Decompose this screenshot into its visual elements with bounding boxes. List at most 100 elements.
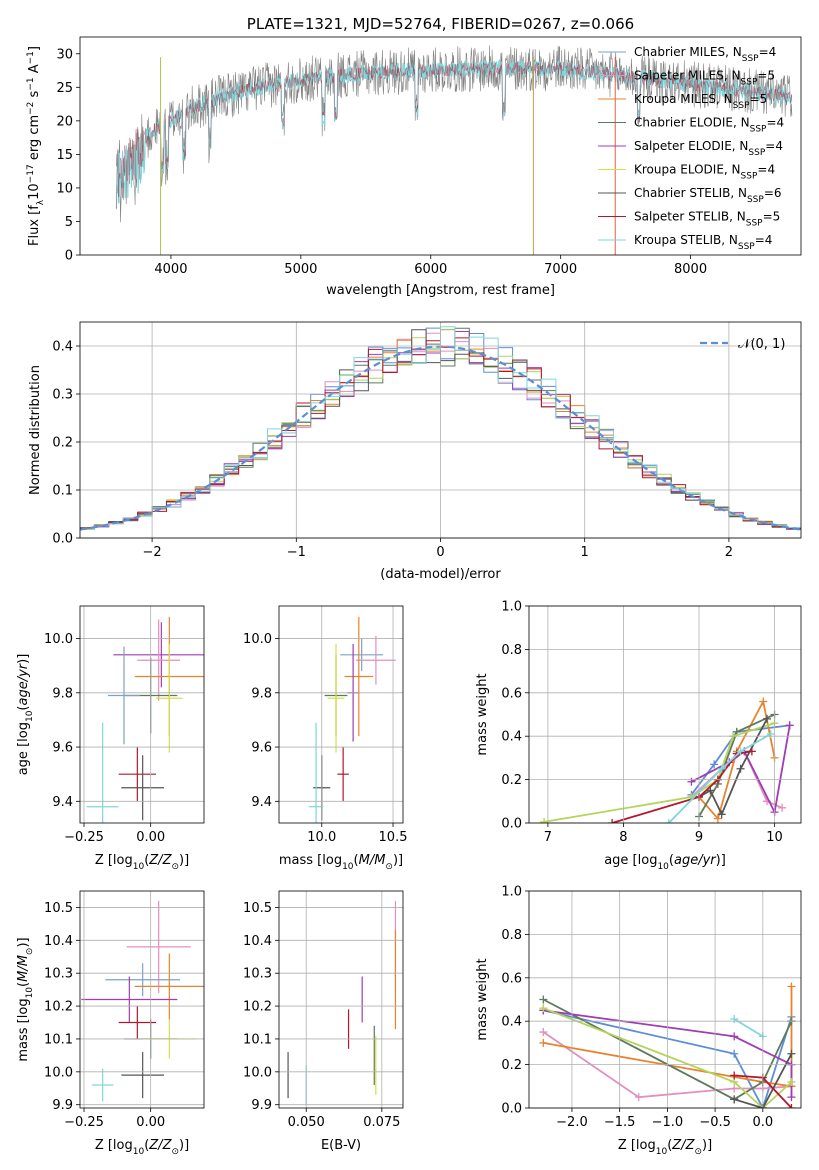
plot-area — [308, 616, 396, 823]
x-tick-label: 1 — [581, 545, 589, 560]
y-tick-label: 10.5 — [44, 901, 73, 916]
errorbar-point — [105, 963, 180, 997]
errorbar-point — [86, 722, 119, 823]
axes-frame — [278, 605, 404, 824]
x-tick-label: 0.075 — [363, 1115, 400, 1130]
legend-label: Chabrier ELODIE, NSSP=4 — [634, 116, 784, 135]
plus-marker — [717, 810, 726, 819]
plus-marker — [730, 1015, 739, 1024]
y-tick-label: 0.2 — [501, 773, 522, 788]
errorbar-point — [340, 638, 384, 672]
y-tick-label: 9.9 — [251, 1098, 272, 1113]
x-tick-label: −1.5 — [604, 1115, 636, 1130]
x-tick-label: −1 — [287, 545, 306, 560]
y-tick-label: 10.4 — [243, 934, 272, 949]
y-tick-label: 0 — [65, 249, 73, 264]
x-tick-label: 10.0 — [307, 830, 336, 845]
x-tick-label: −1.0 — [652, 1115, 684, 1130]
plus-marker — [787, 1077, 796, 1086]
axes-frame — [528, 890, 802, 1109]
x-tick-label: −2.0 — [556, 1115, 588, 1130]
plus-marker — [539, 1004, 548, 1013]
y-tick-label: 9.8 — [251, 686, 272, 701]
errorbar-point — [337, 747, 349, 802]
legend-label: Chabrier STELIB, NSSP=6 — [634, 186, 782, 205]
legend-label: Salpeter STELIB, NSSP=5 — [634, 210, 780, 229]
mass-age-axes: 10.0 10.5 9.4 9.6 9.8 10.0 — [243, 605, 407, 845]
y-tick-label: 0.0 — [501, 1102, 522, 1117]
mass-weight-line — [542, 998, 793, 1101]
errorbar-point — [113, 622, 204, 688]
errorbar-point — [92, 1068, 114, 1102]
plus-marker — [730, 1032, 739, 1041]
errorbar-point — [355, 635, 396, 685]
plus-marker — [730, 1071, 739, 1080]
y-tick-label: 0.3 — [52, 388, 73, 403]
y-tick-label: 10.2 — [44, 1000, 73, 1015]
plus-marker — [766, 730, 775, 739]
y-tick-label: 9.6 — [251, 741, 272, 756]
y-axis-label: Normed distribution — [28, 365, 43, 495]
y-tick-label: 0.6 — [501, 971, 522, 986]
y-tick-label: 0.8 — [501, 643, 522, 658]
x-tick-label: 0.00 — [136, 830, 165, 845]
y-tick-label: 9.8 — [52, 686, 73, 701]
legend-label: 𝒩(0, 1) — [738, 337, 785, 352]
errorbar-point — [344, 616, 374, 737]
axes-frame — [79, 605, 205, 824]
y-axis-label: mass [log10(M/M⊙)] — [16, 937, 35, 1061]
y-tick-label: 0.2 — [501, 1058, 522, 1073]
x-axis-label: Z [log10(Z/Z⊙)] — [95, 1138, 189, 1157]
x-tick-label: 7 — [544, 830, 552, 845]
x-tick-label: 0.00 — [136, 1115, 165, 1130]
y-axis-label: mass weight — [475, 673, 490, 755]
plus-marker — [634, 1093, 643, 1102]
x-tick-label: 0 — [436, 545, 444, 560]
x-axis-label: wavelength [Angstrom, rest frame] — [326, 283, 555, 298]
y-tick-label: 0.0 — [501, 817, 522, 832]
x-tick-label: 8000 — [674, 262, 707, 277]
y-tick-label: 9.4 — [251, 795, 272, 810]
x-tick-label: −2 — [143, 545, 162, 560]
y-tick-label: 0.6 — [501, 686, 522, 701]
chart-title: PLATE=1321, MJD=52764, FIBERID=0267, z=0… — [247, 15, 634, 33]
y-tick-label: 10 — [56, 181, 73, 196]
plus-marker — [785, 721, 794, 730]
y-tick-label: 10.2 — [243, 1000, 272, 1015]
model-spectrum — [116, 61, 793, 210]
mass-weight-line — [542, 1007, 793, 1108]
x-axis-label: age [log10(age/yr)] — [604, 853, 726, 872]
plus-marker — [787, 1049, 796, 1058]
errorbar-point — [121, 755, 164, 821]
x-tick-label: 5000 — [284, 262, 317, 277]
y-tick-label: 10.0 — [44, 1065, 73, 1080]
y-tick-label: 0.4 — [501, 730, 522, 745]
plus-marker — [687, 777, 696, 786]
plus-marker — [763, 714, 771, 723]
legend-label: Kroupa MILES, NSSP=5 — [634, 92, 767, 111]
y-tick-label: 10.4 — [44, 934, 73, 949]
plot-area — [287, 900, 397, 1105]
observed-spectrum — [116, 45, 793, 223]
y-tick-label: 9.6 — [52, 741, 73, 756]
x-tick-label: 7000 — [544, 262, 577, 277]
plus-marker — [736, 747, 745, 756]
y-tick-label: 9.4 — [52, 795, 73, 810]
x-tick-label: 6000 — [414, 262, 447, 277]
plot-area — [81, 900, 204, 1102]
plus-marker — [539, 995, 548, 1004]
x-axis-label: E(B-V) — [321, 1138, 361, 1153]
y-tick-label: 0.4 — [52, 340, 73, 355]
errorbar-point — [126, 900, 191, 993]
x-tick-label: 0.050 — [288, 1115, 325, 1130]
y-tick-label: 0.8 — [501, 928, 522, 943]
x-axis-label: mass [log10(M/M⊙)] — [279, 853, 403, 872]
y-tick-label: 0.4 — [501, 1015, 522, 1030]
plus-marker — [540, 817, 549, 823]
y-tick-label: 0.0 — [52, 532, 73, 547]
x-tick-label: −0.5 — [699, 1115, 731, 1130]
mass-weight-line — [698, 713, 775, 817]
y-axis-label: age [log10(age/yr)] — [16, 654, 35, 776]
axes-frame — [79, 321, 802, 539]
